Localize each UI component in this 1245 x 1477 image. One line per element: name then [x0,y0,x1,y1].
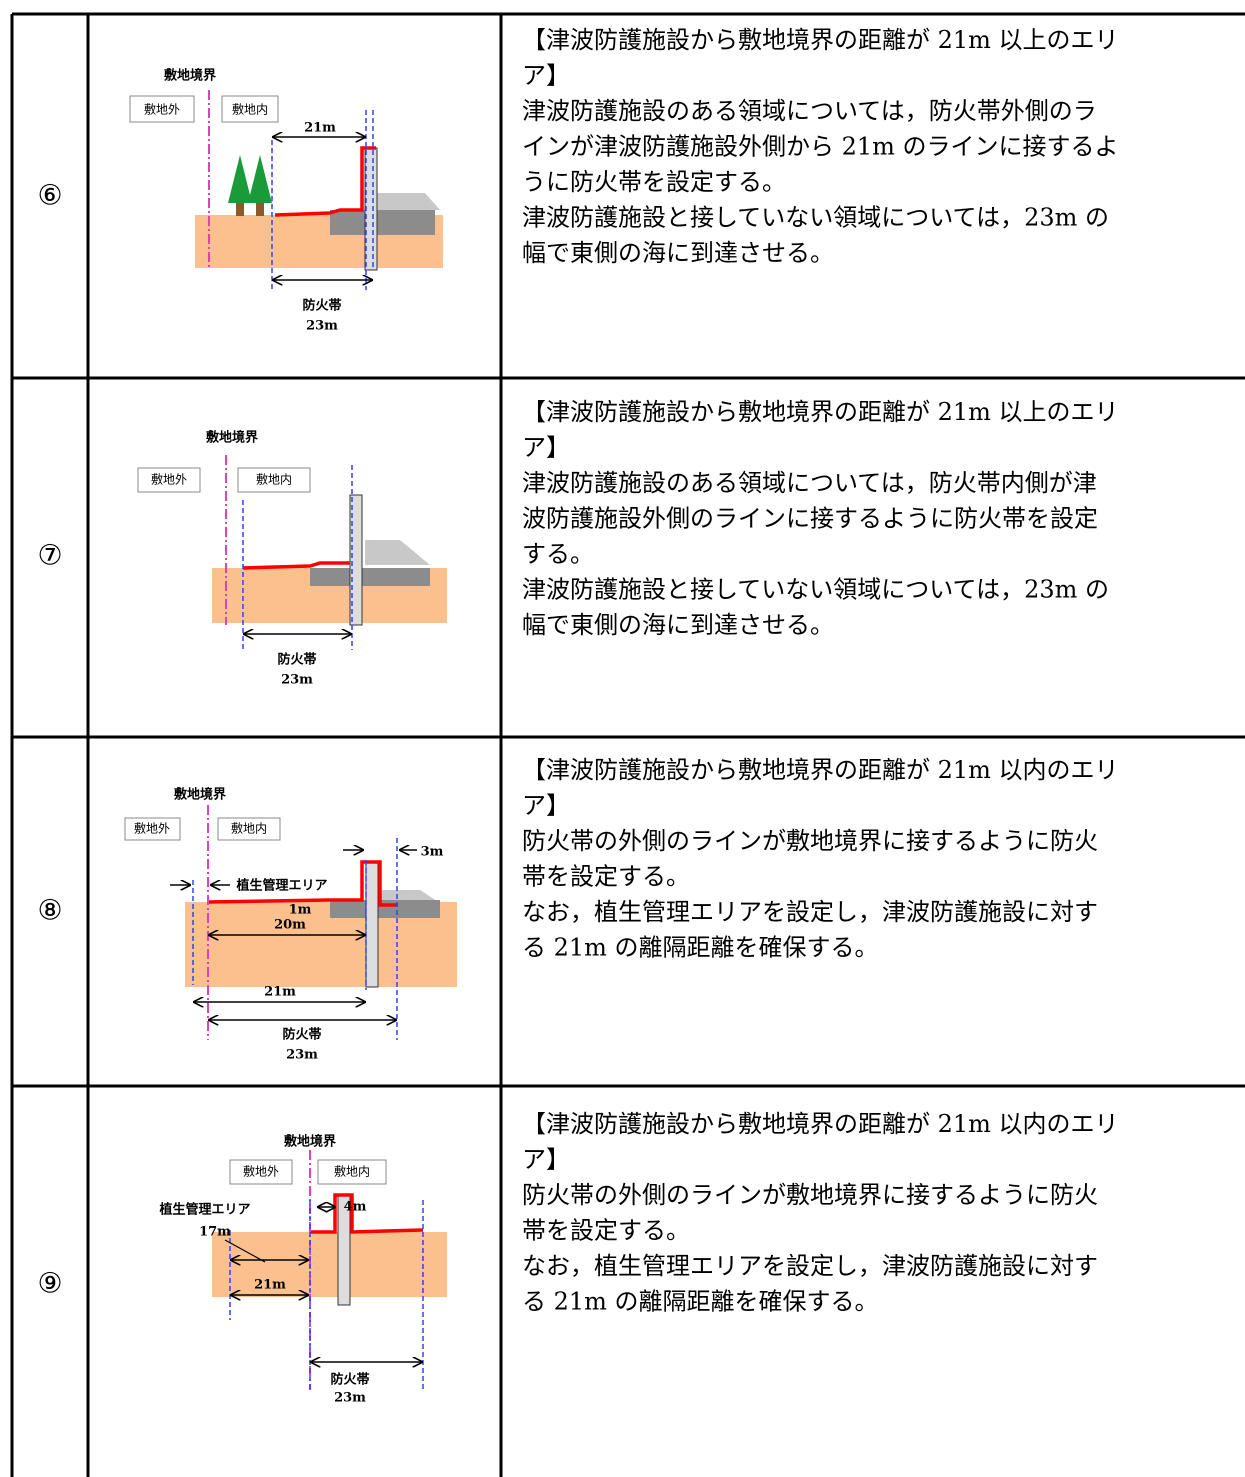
label: 4m [344,1200,367,1215]
label: 植生管理エリア [158,1202,250,1218]
label: 敷地内 [334,1164,370,1179]
text-line: うに防火帯を設定する。 [522,168,786,196]
label: 敷地外 [134,821,170,836]
text-line: なお，植生管理エリアを設定し，津波防護施設に対す [522,898,1098,926]
diagram: 敷地境界 敷地外 敷地内 3m 植生管理エリア 1m 20m 21m 防火帯 2… [124,787,457,1063]
text-line: 【津波防護施設から敷地境界の距離が 21m 以内のエリ [522,756,1119,784]
text-line: ア】 [522,792,570,820]
row-number: ⑨ [37,1267,62,1300]
label: 防火帯 [277,652,316,668]
label: 敷地外 [144,102,180,117]
label: 17m [199,1225,231,1240]
text-line: 幅で東側の海に到達させる。 [522,611,834,639]
text-line: する。 [522,540,594,568]
label: 23m [286,1048,318,1063]
text-line: 【津波防護施設から敷地境界の距離が 21m 以上のエリ [522,26,1119,54]
label: 敷地境界 [174,787,226,803]
row-number: ⑦ [37,539,62,572]
text-line: る 21m の離隔距離を確保する。 [522,1288,879,1316]
text-line: 防火帯の外側のラインが敷地境界に接するように防火 [522,827,1098,855]
label: 敷地境界 [284,1134,336,1150]
label: 敷地内 [231,821,267,836]
text-line: 津波防護施設のある領域については，防火帯内側が津 [522,469,1097,497]
text-line: 帯を設定する。 [522,1217,690,1245]
text-line: 津波防護施設と接していない領域については，23m の [522,576,1109,604]
label: 防火帯 [302,298,341,314]
text-line: 波防護施設外側のラインに接するように防火帯を設定 [522,505,1098,533]
text-line: 津波防護施設と接していない領域については，23m の [522,204,1109,232]
label: 20m [274,918,306,933]
text-line: 【津波防護施設から敷地境界の距離が 21m 以上のエリ [522,398,1119,426]
label: 3m [421,845,444,860]
label: 敷地外 [243,1164,279,1179]
label: 敷地内 [256,472,292,487]
label: 防火帯 [282,1027,321,1043]
text-line: インが津波防護施設外側から 21m のラインに接するよ [522,133,1119,161]
text-line: 津波防護施設のある領域については，防火帯外側のラ [522,97,1097,125]
text-line: ア】 [522,62,570,90]
label: 防火帯 [330,1372,369,1388]
label: 21m [254,1278,286,1293]
label: 23m [334,1391,366,1406]
cell-numbers: ⑥ ⑦ ⑧ ⑨ [37,179,62,1300]
text-line: なお，植生管理エリアを設定し，津波防護施設に対す [522,1252,1098,1280]
text-line: 防火帯の外側のラインが敷地境界に接するように防火 [522,1181,1098,1209]
text-line: る 21m の離隔距離を確保する。 [522,934,879,962]
label: 敷地外 [151,472,187,487]
label: 23m [281,673,313,688]
label: 23m [306,319,338,334]
diagram: 敷地境界 敷地外 敷地内 植生管理エリア 17m 4m 21m 防火帯 23m [158,1134,447,1406]
diagram: 敷地境界 敷地外 敷地内 21m 防火帯 23m [129,68,443,334]
diagram: 敷地境界 敷地外 敷地内 防火帯 23m [137,430,447,688]
cell-texts: 【津波防護施設から敷地境界の距離が 21m 以上のエリア】津波防護施設のある領域… [522,26,1119,1316]
label: 敷地境界 [206,430,258,446]
table-lines [10,12,1245,1477]
text-line: 幅で東側の海に到達させる。 [522,239,834,267]
text-line: ア】 [522,1146,570,1174]
label: 敷地境界 [164,68,216,84]
text-line: 帯を設定する。 [522,863,690,891]
text-line: 【津波防護施設から敷地境界の距離が 21m 以内のエリ [522,1110,1119,1138]
text-line: ア】 [522,434,570,462]
row-number: ⑥ [37,179,62,212]
label: 1m [289,903,312,918]
label: 21m [264,985,296,1000]
label: 21m [304,121,336,136]
label: 敷地内 [232,102,268,117]
row-number: ⑧ [37,894,62,927]
label: 植生管理エリア [235,878,327,894]
